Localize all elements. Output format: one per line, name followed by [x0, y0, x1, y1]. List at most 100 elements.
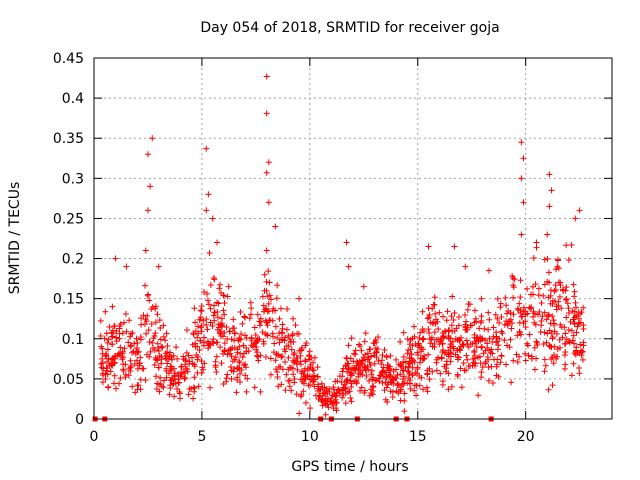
data-point: [224, 351, 231, 358]
data-point: [172, 380, 179, 387]
data-point: [553, 266, 560, 273]
data-point: [216, 285, 223, 292]
data-point: [163, 330, 170, 337]
data-point: [334, 378, 341, 385]
data-point: [251, 324, 258, 331]
data-point: [504, 342, 511, 349]
data-point: [427, 319, 434, 326]
data-point: [298, 344, 305, 351]
data-point: [383, 374, 390, 381]
data-point: [194, 356, 201, 363]
data-point: [451, 309, 458, 316]
data-point: [261, 271, 268, 278]
data-point: [131, 361, 138, 368]
data-point: [555, 279, 562, 286]
data-point: [265, 300, 272, 307]
data-point: [200, 339, 207, 346]
data-point: [415, 340, 422, 347]
data-point: [342, 384, 349, 391]
data-point: [379, 357, 386, 364]
data-point: [439, 330, 446, 337]
data-point: [264, 331, 271, 338]
data-point: [353, 358, 360, 365]
data-point: [534, 311, 541, 318]
data-point: [490, 333, 497, 340]
data-point: [504, 322, 511, 329]
data-point: [522, 357, 529, 364]
data-point: [228, 375, 235, 382]
data-point: [454, 371, 461, 378]
data-point: [266, 279, 273, 286]
data-point: [224, 335, 231, 342]
data-point: [111, 372, 118, 379]
data-point: [286, 336, 293, 343]
data-point: [510, 311, 517, 318]
data-point: [358, 384, 365, 391]
data-point: [291, 350, 298, 357]
data-point: [144, 312, 151, 319]
data-point: [572, 299, 579, 306]
data-point: [507, 336, 514, 343]
data-point: [486, 316, 493, 323]
data-point: [117, 344, 124, 351]
data-point: [561, 352, 568, 359]
data-point: [464, 326, 471, 333]
data-point: [134, 365, 141, 372]
data-point: [99, 370, 106, 377]
data-point: [203, 321, 210, 328]
data-point: [405, 368, 412, 375]
data-point: [207, 305, 214, 312]
data-point: [186, 358, 193, 365]
data-point: [302, 342, 309, 349]
data-point: [364, 350, 371, 357]
data-point: [272, 323, 279, 330]
data-point: [205, 301, 212, 308]
data-point: [233, 389, 240, 396]
data-point: [278, 354, 285, 361]
data-point: [545, 386, 552, 393]
data-point: [426, 330, 433, 337]
data-point: [220, 350, 227, 357]
data-point: [368, 367, 375, 374]
data-point: [318, 397, 325, 404]
data-point: [207, 281, 214, 288]
data-point: [127, 330, 134, 337]
data-point: [265, 268, 272, 275]
data-point: [129, 349, 136, 356]
data-point: [147, 348, 154, 355]
data-point: [167, 377, 174, 384]
data-point: [191, 305, 198, 312]
data-point: [331, 390, 338, 397]
data-point: [302, 365, 309, 372]
data-point: [426, 336, 433, 343]
data-point: [152, 319, 159, 326]
data-point: [386, 363, 393, 370]
data-point: [149, 135, 156, 142]
data-point: [171, 370, 178, 377]
data-point: [112, 353, 119, 360]
data-point: [157, 325, 164, 332]
data-point: [152, 303, 159, 310]
data-point: [552, 282, 559, 289]
data-point: [272, 357, 279, 364]
data-point: [371, 360, 378, 367]
data-point: [565, 326, 572, 333]
data-point: [231, 337, 238, 344]
data-point: [541, 368, 548, 375]
data-point: [561, 365, 568, 372]
data-point: [418, 344, 425, 351]
data-point: [574, 323, 581, 330]
data-point: [357, 369, 364, 376]
data-point: [182, 365, 189, 372]
data-point: [404, 380, 411, 387]
data-point: [294, 366, 301, 373]
data-point: [357, 387, 364, 394]
data-point: [488, 363, 495, 370]
data-point: [344, 376, 351, 383]
data-point: [134, 357, 141, 364]
data-point: [533, 244, 540, 251]
data-point: [142, 377, 149, 384]
data-point: [302, 399, 309, 406]
data-point: [436, 341, 443, 348]
data-point: [470, 355, 477, 362]
